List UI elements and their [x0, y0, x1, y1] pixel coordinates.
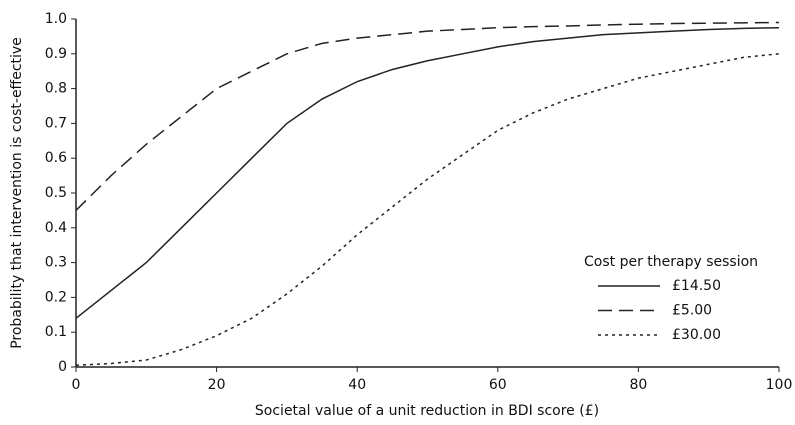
- y-tick-label: 0.7: [45, 115, 67, 131]
- legend-label: £14.50: [672, 278, 721, 294]
- y-tick-label: 0.1: [45, 324, 67, 340]
- legend-label: £5.00: [672, 303, 712, 319]
- y-tick-label: 0.8: [45, 81, 67, 97]
- y-axis-label: Probability that intervention is cost-ef…: [9, 37, 25, 349]
- series-line: [75, 53, 780, 367]
- x-tick-label: 20: [208, 377, 226, 393]
- y-tick-label: 0: [58, 359, 67, 375]
- series-line: [75, 21, 780, 211]
- x-tick-label: 0: [72, 377, 81, 393]
- series-line: [75, 26, 780, 319]
- x-tick-label: 40: [348, 377, 366, 393]
- y-tick-label: 0.6: [45, 150, 67, 166]
- y-tick-label: 0.4: [45, 220, 67, 236]
- legend-label: £30.00: [672, 327, 721, 343]
- x-tick-label: 60: [489, 377, 507, 393]
- y-tick-label: 0.2: [45, 289, 67, 305]
- y-tick-label: 0.5: [45, 185, 67, 201]
- x-tick-label: 100: [766, 377, 793, 393]
- x-axis-label: Societal value of a unit reduction in BD…: [255, 403, 599, 419]
- y-tick-label: 0.9: [45, 46, 67, 62]
- legend-title: Cost per therapy session: [584, 254, 758, 270]
- y-tick-label: 1.0: [45, 11, 67, 27]
- y-tick-label: 0.3: [45, 255, 67, 271]
- x-tick-label: 80: [629, 377, 647, 393]
